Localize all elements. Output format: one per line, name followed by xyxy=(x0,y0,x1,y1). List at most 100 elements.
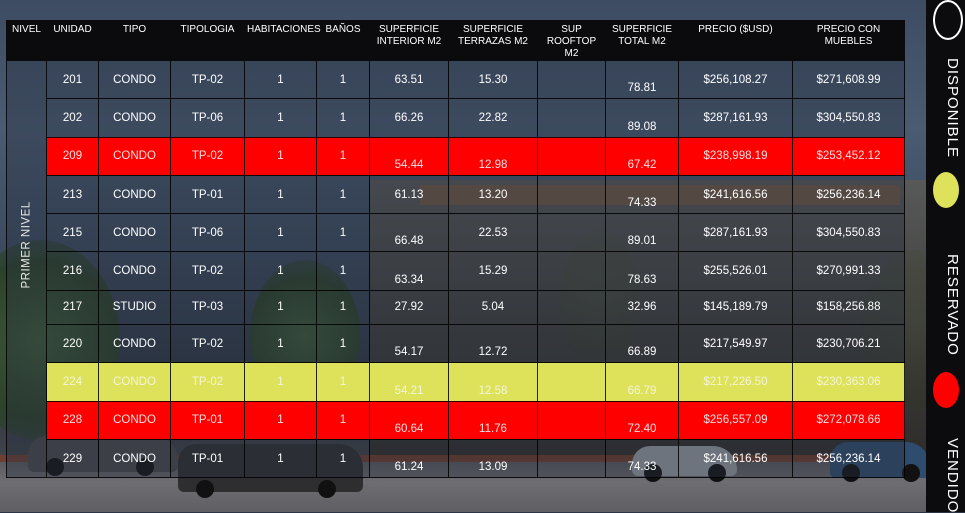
cell-banos: 1 xyxy=(316,174,370,215)
cell-habitaciones: 1 xyxy=(244,400,317,440)
cell-banos: 1 xyxy=(316,136,370,176)
cell-tipo: STUDIO xyxy=(98,289,171,326)
cell-tipologia: TP-06 xyxy=(170,98,245,138)
cell-precio: $287,161.93 xyxy=(678,98,793,138)
table-row: 213 CONDO TP-01 1 1 61.13 13.20 74.33 $241,616.5… xyxy=(7,174,905,215)
cell-habitaciones: 1 xyxy=(244,362,317,402)
cell-total: 32.96 xyxy=(605,289,679,326)
cell-tipo: CONDO xyxy=(98,59,171,100)
cell-terrazas: 13.09 xyxy=(448,438,538,479)
cell-interior: 61.13 xyxy=(369,174,449,215)
nivel-cell: PRIMER NIVEL xyxy=(6,59,47,479)
cell-banos: 1 xyxy=(316,251,370,291)
cell-muebles: $304,550.83 xyxy=(792,98,905,138)
cell-tipologia: TP-06 xyxy=(170,213,245,253)
column-header-tipologia: TIPOLOGIA xyxy=(170,20,245,61)
table-row: 216 CONDO TP-02 1 1 63.34 15.29 78.63 $255,526.0… xyxy=(7,251,905,291)
status-legend: DISPONIBLE RESERVADO VENDIDO xyxy=(926,0,965,513)
cell-tipologia: TP-02 xyxy=(170,251,245,291)
cell-precio: $241,616.56 xyxy=(678,174,793,215)
cell-terrazas: 15.30 xyxy=(448,59,538,100)
cell-tipo: CONDO xyxy=(98,136,171,176)
cell-unidad: 216 xyxy=(46,251,99,291)
cell-tipo: CONDO xyxy=(98,213,171,253)
column-header-tipo: TIPO xyxy=(98,20,171,61)
header-row: NIVEL UNIDAD TIPO TIPOLOGIA HABITACIONES BAÑO… xyxy=(6,20,905,61)
cell-muebles: $256,236.14 xyxy=(792,438,905,479)
legend-label-vendido: VENDIDO xyxy=(944,438,961,513)
cell-precio: $241,616.56 xyxy=(678,438,793,479)
cell-banos: 1 xyxy=(316,362,370,402)
cell-terrazas: 11.76 xyxy=(448,400,538,440)
cell-banos: 1 xyxy=(316,213,370,253)
column-header-rooftop: SUP ROOFTOP M2 xyxy=(537,20,606,61)
cell-tipo: CONDO xyxy=(98,362,171,402)
cell-tipologia: TP-01 xyxy=(170,400,245,440)
cell-rooftop xyxy=(537,324,606,364)
cell-habitaciones: 1 xyxy=(244,59,317,100)
table-body: PRIMER NIVEL 201 CONDO TP-02 1 1 63.51 15.30 78.… xyxy=(6,59,905,479)
cell-rooftop xyxy=(537,136,606,176)
reservado-swatch-icon xyxy=(933,172,959,208)
cell-total: 72.40 xyxy=(605,400,679,440)
cell-rooftop xyxy=(537,213,606,253)
cell-unidad: 209 xyxy=(46,136,99,176)
cell-tipologia: TP-02 xyxy=(170,362,245,402)
cell-total: 78.63 xyxy=(605,251,679,291)
cell-precio: $256,108.27 xyxy=(678,59,793,100)
cell-banos: 1 xyxy=(316,400,370,440)
cell-precio: $287,161.93 xyxy=(678,213,793,253)
cell-banos: 1 xyxy=(316,289,370,326)
cell-habitaciones: 1 xyxy=(244,324,317,364)
cell-total: 74.33 xyxy=(605,438,679,479)
cell-total: 89.08 xyxy=(605,98,679,138)
column-header-total: SUPERFICIE TOTAL M2 xyxy=(605,20,679,61)
table-row: 229 CONDO TP-01 1 1 61.24 13.09 74.33 $241,616.5… xyxy=(7,438,905,479)
legend-label-disponible: DISPONIBLE xyxy=(944,58,961,159)
cell-habitaciones: 1 xyxy=(244,136,317,176)
cell-muebles: $304,550.83 xyxy=(792,213,905,253)
cell-interior: 54.44 xyxy=(369,136,449,176)
cell-terrazas: 13.20 xyxy=(448,174,538,215)
cell-tipo: CONDO xyxy=(98,98,171,138)
cell-muebles: $270,991.33 xyxy=(792,251,905,291)
cell-banos: 1 xyxy=(316,98,370,138)
nivel-label: PRIMER NIVEL xyxy=(20,201,33,289)
cell-precio: $255,526.01 xyxy=(678,251,793,291)
cell-tipologia: TP-02 xyxy=(170,324,245,364)
cell-interior: 61.24 xyxy=(369,438,449,479)
table-row: 215 CONDO TP-06 1 1 66.48 22.53 89.01 $287,161.9… xyxy=(7,213,905,253)
column-header-interior: SUPERFICIE INTERIOR M2 xyxy=(369,20,449,61)
cell-habitaciones: 1 xyxy=(244,174,317,215)
cell-habitaciones: 1 xyxy=(244,213,317,253)
cell-muebles: $158,256.88 xyxy=(792,289,905,326)
cell-banos: 1 xyxy=(316,324,370,364)
cell-interior: 54.21 xyxy=(369,362,449,402)
cell-terrazas: 15.29 xyxy=(448,251,538,291)
vendido-swatch-icon xyxy=(933,372,959,408)
legend-label-reservado: RESERVADO xyxy=(944,254,961,356)
cell-tipo: CONDO xyxy=(98,251,171,291)
cell-habitaciones: 1 xyxy=(244,251,317,291)
cell-unidad: 215 xyxy=(46,213,99,253)
cell-tipologia: TP-02 xyxy=(170,136,245,176)
cell-tipo: CONDO xyxy=(98,324,171,364)
cell-rooftop xyxy=(537,362,606,402)
cell-terrazas: 5.04 xyxy=(448,289,538,326)
cell-unidad: 202 xyxy=(46,98,99,138)
cell-total: 66.89 xyxy=(605,324,679,364)
cell-rooftop xyxy=(537,400,606,440)
cell-habitaciones: 1 xyxy=(244,98,317,138)
cell-muebles: $272,078.66 xyxy=(792,400,905,440)
table-row: 217 STUDIO TP-03 1 1 27.92 5.04 32.96 $145,189.7… xyxy=(7,289,905,326)
cell-muebles: $271,608.99 xyxy=(792,59,905,100)
cell-unidad: 201 xyxy=(46,59,99,100)
cell-total: 67.42 xyxy=(605,136,679,176)
column-header-banos: BAÑOS xyxy=(316,20,370,61)
disponible-swatch-icon xyxy=(933,0,963,40)
cell-precio: $145,189.79 xyxy=(678,289,793,326)
cell-muebles: $230,363.06 xyxy=(792,362,905,402)
cell-terrazas: 22.82 xyxy=(448,98,538,138)
cell-tipo: CONDO xyxy=(98,400,171,440)
table-row: 224 CONDO TP-02 1 1 54.21 12.58 66.79 $217,226.5… xyxy=(7,362,905,402)
